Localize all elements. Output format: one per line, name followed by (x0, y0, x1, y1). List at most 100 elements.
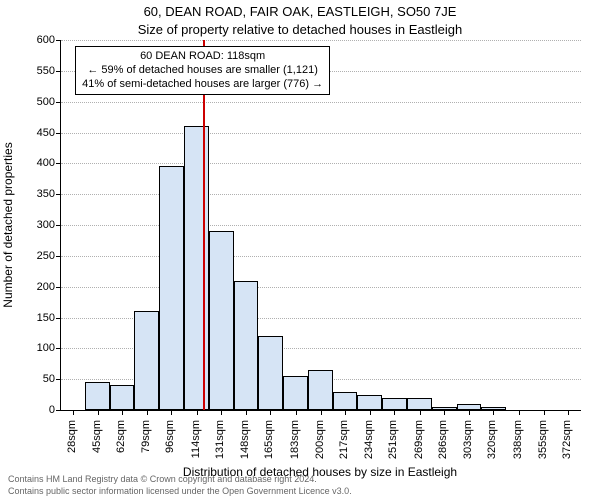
ytick-mark (56, 256, 61, 257)
xtick-mark (493, 410, 494, 415)
ytick-label: 300 (15, 219, 55, 231)
xtick-mark (171, 410, 172, 415)
ytick-mark (56, 287, 61, 288)
xtick-label: 338sqm (512, 420, 524, 459)
histogram-bar (234, 281, 258, 411)
histogram-bar (357, 395, 381, 410)
xtick-mark (544, 410, 545, 415)
gridline (61, 102, 581, 103)
xtick-mark (147, 410, 148, 415)
histogram-bar (159, 166, 184, 410)
license-line2: Contains public sector information licen… (0, 486, 600, 496)
xtick-label: 200sqm (314, 420, 326, 459)
chart-page: 60, DEAN ROAD, FAIR OAK, EASTLEIGH, SO50… (0, 0, 600, 500)
ytick-label: 500 (15, 96, 55, 108)
xtick-label: 269sqm (413, 420, 425, 459)
xtick-label: 251sqm (387, 420, 399, 459)
histogram-bar (308, 370, 332, 410)
xtick-label: 165sqm (263, 420, 275, 459)
ytick-mark (56, 410, 61, 411)
histogram-bar (283, 376, 308, 410)
gridline (61, 163, 581, 164)
y-axis-label: Number of detached properties (1, 142, 15, 307)
reference-line (203, 40, 205, 410)
ytick-mark (56, 102, 61, 103)
xtick-label: 286sqm (437, 420, 449, 459)
xtick-label: 148sqm (239, 420, 251, 459)
chart-title: Size of property relative to detached ho… (0, 22, 600, 37)
xtick-label: 28sqm (66, 420, 78, 453)
ytick-label: 100 (15, 342, 55, 354)
ytick-mark (56, 133, 61, 134)
ytick-mark (56, 71, 61, 72)
ytick-label: 250 (15, 250, 55, 262)
ytick-mark (56, 163, 61, 164)
annotation-line2: ← 59% of detached houses are smaller (1,… (82, 64, 323, 78)
page-title: 60, DEAN ROAD, FAIR OAK, EASTLEIGH, SO50… (0, 4, 600, 19)
xtick-label: 96sqm (164, 420, 176, 453)
ytick-label: 600 (15, 34, 55, 46)
xtick-label: 320sqm (486, 420, 498, 459)
ytick-label: 350 (15, 188, 55, 200)
xtick-label: 355sqm (537, 420, 549, 459)
xtick-label: 234sqm (363, 420, 375, 459)
ytick-mark (56, 194, 61, 195)
histogram-bar (333, 392, 357, 411)
histogram-bar (134, 311, 158, 410)
xtick-mark (321, 410, 322, 415)
annotation-line3: 41% of semi-detached houses are larger (… (82, 78, 323, 92)
ytick-label: 550 (15, 65, 55, 77)
xtick-mark (73, 410, 74, 415)
xtick-mark (98, 410, 99, 415)
histogram-bar (382, 398, 407, 410)
gridline (61, 40, 581, 41)
histogram-bar (110, 385, 134, 410)
gridline (61, 256, 581, 257)
xtick-mark (469, 410, 470, 415)
gridline (61, 194, 581, 195)
xtick-mark (197, 410, 198, 415)
plot-area: 60 DEAN ROAD: 118sqm ← 59% of detached h… (60, 40, 581, 411)
xtick-mark (345, 410, 346, 415)
xtick-mark (246, 410, 247, 415)
annotation-line1: 60 DEAN ROAD: 118sqm (82, 50, 323, 64)
xtick-mark (519, 410, 520, 415)
histogram-bar (184, 126, 209, 410)
ytick-label: 150 (15, 312, 55, 324)
xtick-mark (221, 410, 222, 415)
xtick-mark (122, 410, 123, 415)
ytick-label: 0 (15, 404, 55, 416)
xtick-label: 183sqm (289, 420, 301, 459)
xtick-mark (296, 410, 297, 415)
ytick-mark (56, 348, 61, 349)
histogram-bar (407, 398, 432, 410)
xtick-mark (370, 410, 371, 415)
xtick-label: 131sqm (214, 420, 226, 459)
ytick-label: 400 (15, 157, 55, 169)
histogram-bar (85, 382, 109, 410)
xtick-label: 114sqm (190, 420, 202, 458)
gridline (61, 133, 581, 134)
ytick-mark (56, 40, 61, 41)
gridline (61, 225, 581, 226)
ytick-mark (56, 225, 61, 226)
xtick-label: 62sqm (115, 420, 127, 453)
xtick-label: 45sqm (91, 420, 103, 453)
xtick-label: 217sqm (338, 420, 350, 459)
xtick-mark (394, 410, 395, 415)
ytick-label: 200 (15, 281, 55, 293)
xtick-mark (270, 410, 271, 415)
license-line1: Contains HM Land Registry data © Crown c… (0, 474, 600, 484)
ytick-mark (56, 379, 61, 380)
ytick-mark (56, 318, 61, 319)
gridline (61, 287, 581, 288)
xtick-mark (444, 410, 445, 415)
histogram-bar (258, 336, 283, 410)
ytick-label: 50 (15, 373, 55, 385)
xtick-label: 303sqm (462, 420, 474, 459)
xtick-label: 79sqm (140, 420, 152, 453)
ytick-label: 450 (15, 127, 55, 139)
histogram-bar (209, 231, 233, 410)
xtick-label: 372sqm (561, 420, 573, 459)
annotation-box: 60 DEAN ROAD: 118sqm ← 59% of detached h… (75, 46, 330, 95)
